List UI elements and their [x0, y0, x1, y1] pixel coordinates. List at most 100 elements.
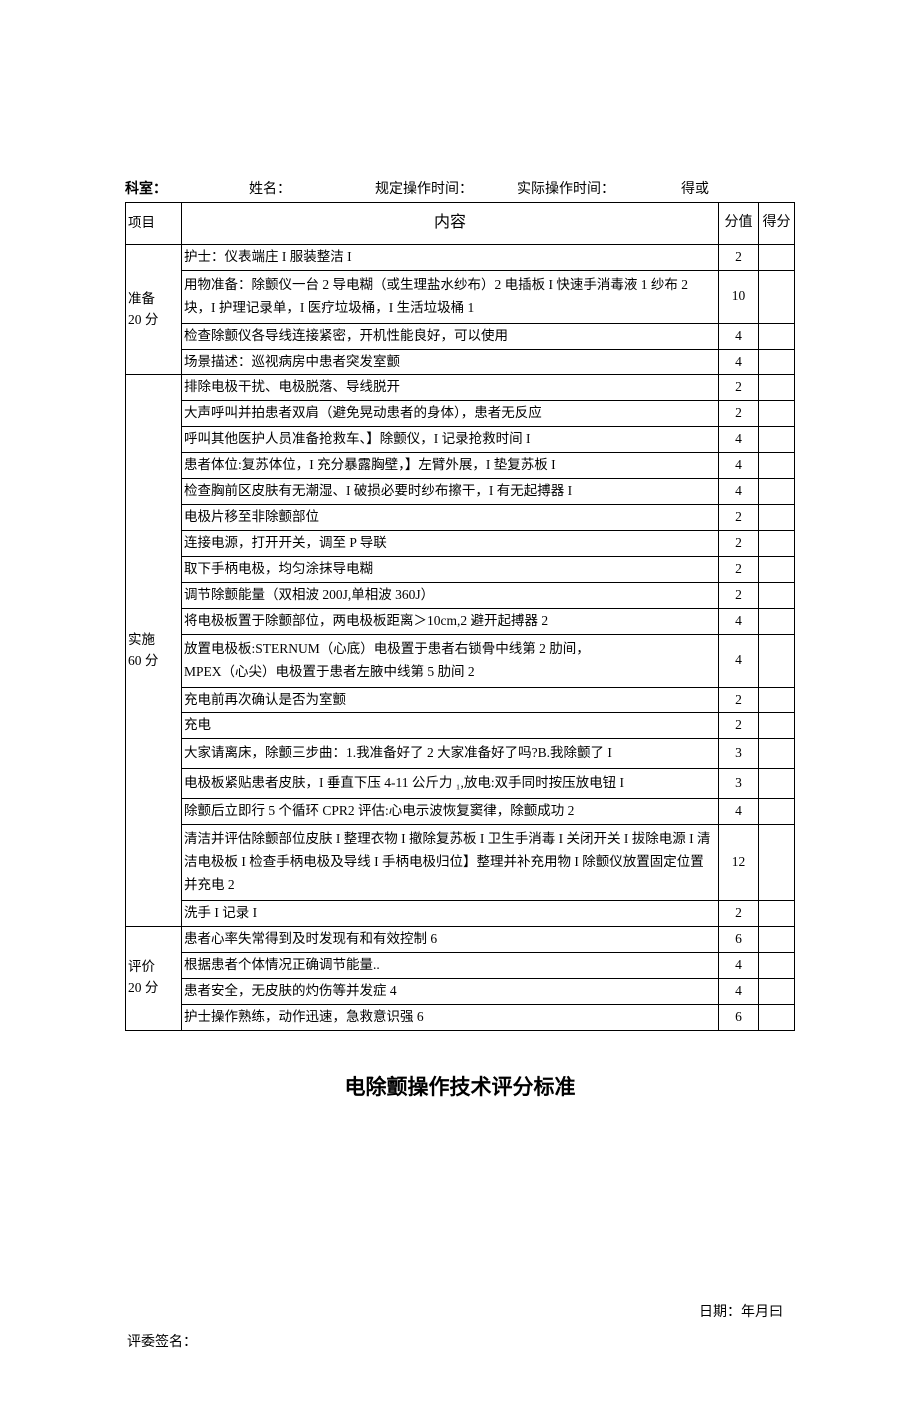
score-cell: 3 — [719, 739, 759, 769]
get-score-cell — [759, 244, 795, 270]
content-cell: 充电 — [182, 713, 719, 739]
get-score-cell — [759, 900, 795, 926]
header-score: 分值 — [719, 203, 759, 245]
table-row: 检查胸前区皮肤有无潮湿、I 破损必要时纱布擦干，I 有无起搏器 I4 — [126, 479, 795, 505]
get-score-cell — [759, 556, 795, 582]
get-score-cell — [759, 453, 795, 479]
content-cell: 检查胸前区皮肤有无潮湿、I 破损必要时纱布擦干，I 有无起搏器 I — [182, 479, 719, 505]
table-row: 大声呼叫并拍患者双肩（避免晃动患者的身体），患者无反应2 — [126, 401, 795, 427]
table-row: 取下手柄电极，均匀涂抹导电糊2 — [126, 556, 795, 582]
score-cell: 2 — [719, 375, 759, 401]
get-score-cell — [759, 427, 795, 453]
header-row: 科室： 姓名： 规定操作时间： 实际操作时间： 得或 — [125, 178, 795, 200]
content-cell: 充电前再次确认是否为室颤 — [182, 687, 719, 713]
table-row: 评价 20 分患者心率失常得到及时发现有和有效控制 66 — [126, 926, 795, 952]
get-score-cell — [759, 634, 795, 687]
header-get: 得分 — [759, 203, 795, 245]
score-cell: 4 — [719, 799, 759, 825]
score-cell: 2 — [719, 505, 759, 531]
content-cell: 患者安全，无皮肤的灼伤等并发症 4 — [182, 978, 719, 1004]
table-row: 用物准备：除颤仪一台 2 导电糊（或生理盐水纱布）2 电插板 I 快速手消毒液 … — [126, 270, 795, 323]
score-cell: 4 — [719, 427, 759, 453]
table-row: 放置电极板:STERNUM（心底）电极置于患者右锁骨中线第 2 肋间， MPEX… — [126, 634, 795, 687]
score-cell: 2 — [719, 713, 759, 739]
get-score-cell — [759, 323, 795, 349]
get-score-cell — [759, 978, 795, 1004]
get-score-cell — [759, 530, 795, 556]
content-cell: 根据患者个体情况正确调节能量.. — [182, 952, 719, 978]
score-cell: 2 — [719, 556, 759, 582]
get-score-cell — [759, 713, 795, 739]
content-cell: 除颤后立即行 5 个循环 CPR2 评估:心电示波恢复窦律，除颤成功 2 — [182, 799, 719, 825]
get-score-cell — [759, 582, 795, 608]
content-cell: 洗手 I 记录 I — [182, 900, 719, 926]
score-cell: 4 — [719, 978, 759, 1004]
scoring-table: 项目 内容 分值 得分 准备 20 分护士：仪表端庄 I 服装整洁 I2用物准备… — [125, 202, 795, 1031]
content-cell: 大家请离床，除颤三步曲：1.我准备好了 2 大家准备好了吗?B.我除颤了 I — [182, 739, 719, 769]
content-cell: 电极片移至非除颤部位 — [182, 505, 719, 531]
section-label: 实施 60 分 — [126, 375, 182, 926]
header-project: 项目 — [126, 203, 182, 245]
get-score-cell — [759, 687, 795, 713]
content-cell: 放置电极板:STERNUM（心底）电极置于患者右锁骨中线第 2 肋间， MPEX… — [182, 634, 719, 687]
score-cell: 3 — [719, 769, 759, 799]
table-row: 根据患者个体情况正确调节能量..4 — [126, 952, 795, 978]
footer-date: 日期：年月曰 — [699, 1301, 793, 1321]
score-cell: 6 — [719, 1004, 759, 1030]
content-cell: 检查除颤仪各导线连接紧密，开机性能良好，可以使用 — [182, 323, 719, 349]
get-score-cell — [759, 608, 795, 634]
table-row: 实施 60 分排除电极干扰、电极脱落、导线脱开2 — [126, 375, 795, 401]
content-cell: 患者体位:复苏体位，I 充分暴露胸壁，】左臂外展，I 垫复苏板 I — [182, 453, 719, 479]
content-cell: 将电极板置于除颤部位，两电极板距离＞10cm,2 避开起搏器 2 — [182, 608, 719, 634]
score-cell: 6 — [719, 926, 759, 952]
score-cell: 4 — [719, 479, 759, 505]
score-cell: 2 — [719, 900, 759, 926]
get-score-cell — [759, 349, 795, 375]
table-row: 洗手 I 记录 I2 — [126, 900, 795, 926]
score-cell: 4 — [719, 952, 759, 978]
section-label: 评价 20 分 — [126, 926, 182, 1030]
score-cell: 4 — [719, 323, 759, 349]
table-row: 除颤后立即行 5 个循环 CPR2 评估:心电示波恢复窦律，除颤成功 24 — [126, 799, 795, 825]
score-cell: 12 — [719, 825, 759, 901]
score-cell: 2 — [719, 582, 759, 608]
content-cell: 清洁并评估除颤部位皮肤 I 整理衣物 I 撤除复苏板 I 卫生手消毒 I 关闭开… — [182, 825, 719, 901]
score-cell: 2 — [719, 530, 759, 556]
content-cell: 连接电源，打开开关，调至 P 导联 — [182, 530, 719, 556]
content-cell: 调节除颤能量（双相波 200J,单相波 360J） — [182, 582, 719, 608]
score-cell: 4 — [719, 349, 759, 375]
content-cell: 大声呼叫并拍患者双肩（避免晃动患者的身体），患者无反应 — [182, 401, 719, 427]
section-label: 准备 20 分 — [126, 244, 182, 375]
score-cell: 4 — [719, 453, 759, 479]
get-score-cell — [759, 375, 795, 401]
content-cell: 电极板紧贴患者皮肤，I 垂直下压 4-11 公斤力 ₁,放电:双手同时按压放电钮… — [182, 769, 719, 799]
dept-label: 科室： — [125, 178, 197, 198]
get-score-cell — [759, 505, 795, 531]
content-cell: 患者心率失常得到及时发现有和有效控制 6 — [182, 926, 719, 952]
get-score-cell — [759, 270, 795, 323]
get-score-cell — [759, 401, 795, 427]
get-score-cell — [759, 739, 795, 769]
score-cell: 10 — [719, 270, 759, 323]
get-score-cell — [759, 825, 795, 901]
table-row: 调节除颤能量（双相波 200J,单相波 360J）2 — [126, 582, 795, 608]
content-cell: 用物准备：除颤仪一台 2 导电糊（或生理盐水纱布）2 电插板 I 快速手消毒液 … — [182, 270, 719, 323]
table-row: 患者安全，无皮肤的灼伤等并发症 44 — [126, 978, 795, 1004]
table-row: 护士操作熟练，动作迅速，急救意识强 66 — [126, 1004, 795, 1030]
table-row: 充电2 — [126, 713, 795, 739]
content-cell: 护士操作熟练，动作迅速，急救意识强 6 — [182, 1004, 719, 1030]
table-row: 电极板紧贴患者皮肤，I 垂直下压 4-11 公斤力 ₁,放电:双手同时按压放电钮… — [126, 769, 795, 799]
content-cell: 排除电极干扰、电极脱落、导线脱开 — [182, 375, 719, 401]
content-cell: 呼叫其他医护人员准备抢救车、】除颤仪，I 记录抢救时间 I — [182, 427, 719, 453]
get-score-cell — [759, 926, 795, 952]
get-score-cell — [759, 952, 795, 978]
content-cell: 护士：仪表端庄 I 服装整洁 I — [182, 244, 719, 270]
table-header-row: 项目 内容 分值 得分 — [126, 203, 795, 245]
table-row: 准备 20 分护士：仪表端庄 I 服装整洁 I2 — [126, 244, 795, 270]
score-cell: 2 — [719, 244, 759, 270]
table-row: 患者体位:复苏体位，I 充分暴露胸壁，】左臂外展，I 垫复苏板 I4 — [126, 453, 795, 479]
score-cell: 4 — [719, 608, 759, 634]
footer: 日期：年月曰 — [125, 1301, 795, 1321]
score-cell: 4 — [719, 634, 759, 687]
get-score-cell — [759, 479, 795, 505]
